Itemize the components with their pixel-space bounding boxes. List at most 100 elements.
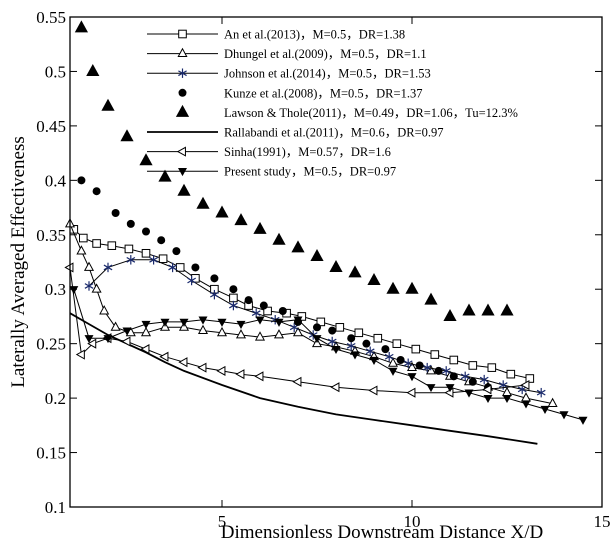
data-point	[198, 316, 208, 325]
legend-marker	[178, 88, 187, 97]
data-point	[479, 374, 489, 385]
data-point	[348, 265, 362, 278]
data-point	[449, 372, 458, 381]
data-point	[229, 300, 238, 311]
legend-label: An et al.(2013)，M=0.5，DR=1.38	[224, 28, 405, 42]
data-point	[236, 320, 246, 330]
data-point	[426, 384, 436, 393]
series-5	[74, 20, 514, 321]
plot-marks	[64, 20, 588, 445]
y-axis-label: Laterally Averaged Effectiveness	[8, 136, 29, 387]
data-point	[312, 335, 322, 344]
x-tick-label: 15	[594, 512, 611, 531]
data-point	[330, 382, 340, 393]
data-point	[274, 318, 284, 327]
data-point	[197, 362, 207, 373]
data-point	[111, 209, 120, 217]
legend-marker	[177, 47, 188, 58]
data-point	[229, 285, 238, 294]
data-point	[142, 227, 150, 236]
data-point	[293, 316, 303, 325]
data-point	[327, 336, 337, 347]
data-point	[77, 176, 86, 185]
legend-label: Lawson & Thole(2011)，M=0.49，DR=1.06，Tu=1…	[224, 106, 518, 120]
series-4	[77, 176, 492, 392]
y-tick-label: 0.2	[45, 389, 66, 408]
data-point	[175, 263, 185, 272]
y-tick-label: 0.55	[36, 8, 66, 27]
data-point	[64, 262, 74, 273]
legend-entry: Present study，M=0.5，DR=0.97	[147, 165, 396, 179]
data-point	[76, 245, 87, 255]
data-point	[460, 371, 470, 382]
data-point	[217, 318, 227, 327]
data-point	[126, 255, 136, 265]
data-point	[346, 341, 356, 351]
data-point	[141, 248, 151, 258]
data-point	[521, 400, 531, 409]
data-point	[157, 236, 166, 245]
data-point	[388, 367, 398, 376]
data-point	[69, 286, 79, 295]
data-point	[196, 196, 210, 209]
data-point	[502, 394, 512, 404]
legend-entry: Lawson & Thole(2011)，M=0.49，DR=1.06，Tu=1…	[175, 104, 518, 120]
data-point	[75, 349, 85, 360]
data-point	[159, 351, 169, 362]
data-point	[187, 275, 196, 286]
data-point	[253, 221, 267, 234]
data-point	[235, 329, 247, 339]
legend-entry: Rallabandi et al.(2011)，M=0.6，DR=0.97	[147, 126, 444, 140]
data-point	[405, 281, 419, 294]
data-point	[158, 254, 168, 264]
legend-label: Kunze et al.(2008)，M=0.5，DR=1.37	[224, 86, 422, 100]
data-point	[362, 339, 371, 348]
data-point	[92, 239, 101, 248]
data-point	[278, 307, 287, 315]
data-point	[216, 326, 228, 337]
data-point	[177, 183, 191, 196]
data-point	[254, 371, 264, 382]
legend-label: Johnson et al.(2014)，M=0.5，DR=1.53	[224, 67, 431, 81]
data-point	[468, 377, 477, 386]
data-point	[407, 373, 417, 382]
data-point	[254, 331, 266, 341]
x-tick-label: 10	[404, 512, 421, 531]
data-point	[292, 376, 302, 387]
data-point	[517, 384, 527, 395]
data-point	[216, 365, 226, 376]
data-point	[158, 169, 172, 182]
data-point	[124, 244, 134, 254]
data-point	[210, 289, 219, 300]
data-point	[121, 336, 131, 347]
data-point	[441, 366, 451, 376]
x-tick-label: 5	[218, 512, 227, 531]
legend-marker	[175, 104, 190, 117]
legend-label: Present study，M=0.5，DR=0.97	[224, 165, 396, 179]
data-point	[386, 281, 400, 294]
legend: An et al.(2013)，M=0.5，DR=1.38 Dhungel et …	[147, 28, 518, 179]
data-point	[103, 335, 113, 344]
legend-marker	[178, 168, 187, 177]
data-point	[384, 352, 394, 362]
data-point	[99, 305, 110, 315]
data-point	[381, 345, 390, 354]
data-point	[101, 98, 115, 111]
data-point	[178, 357, 188, 368]
y-tick-label: 0.35	[36, 226, 66, 245]
data-point	[259, 301, 268, 310]
legend-entry: Johnson et al.(2014)，M=0.5，DR=1.53	[147, 67, 431, 81]
data-point	[84, 281, 94, 291]
data-point	[74, 20, 88, 33]
data-point	[172, 247, 181, 256]
data-point	[329, 259, 343, 272]
data-point	[83, 261, 95, 271]
legend-label: Rallabandi et al.(2011)，M=0.6，DR=0.97	[224, 126, 444, 140]
data-point	[430, 350, 440, 359]
data-point	[91, 283, 102, 293]
legend-entry: Sinha(1991)，M=0.57，DR=1.6	[147, 145, 391, 159]
legend-entry: Dhungel et al.(2009)，M=0.5，DR=1.1	[147, 47, 427, 61]
plot-frame	[69, 16, 603, 508]
data-point	[149, 255, 158, 265]
data-point	[316, 317, 326, 327]
